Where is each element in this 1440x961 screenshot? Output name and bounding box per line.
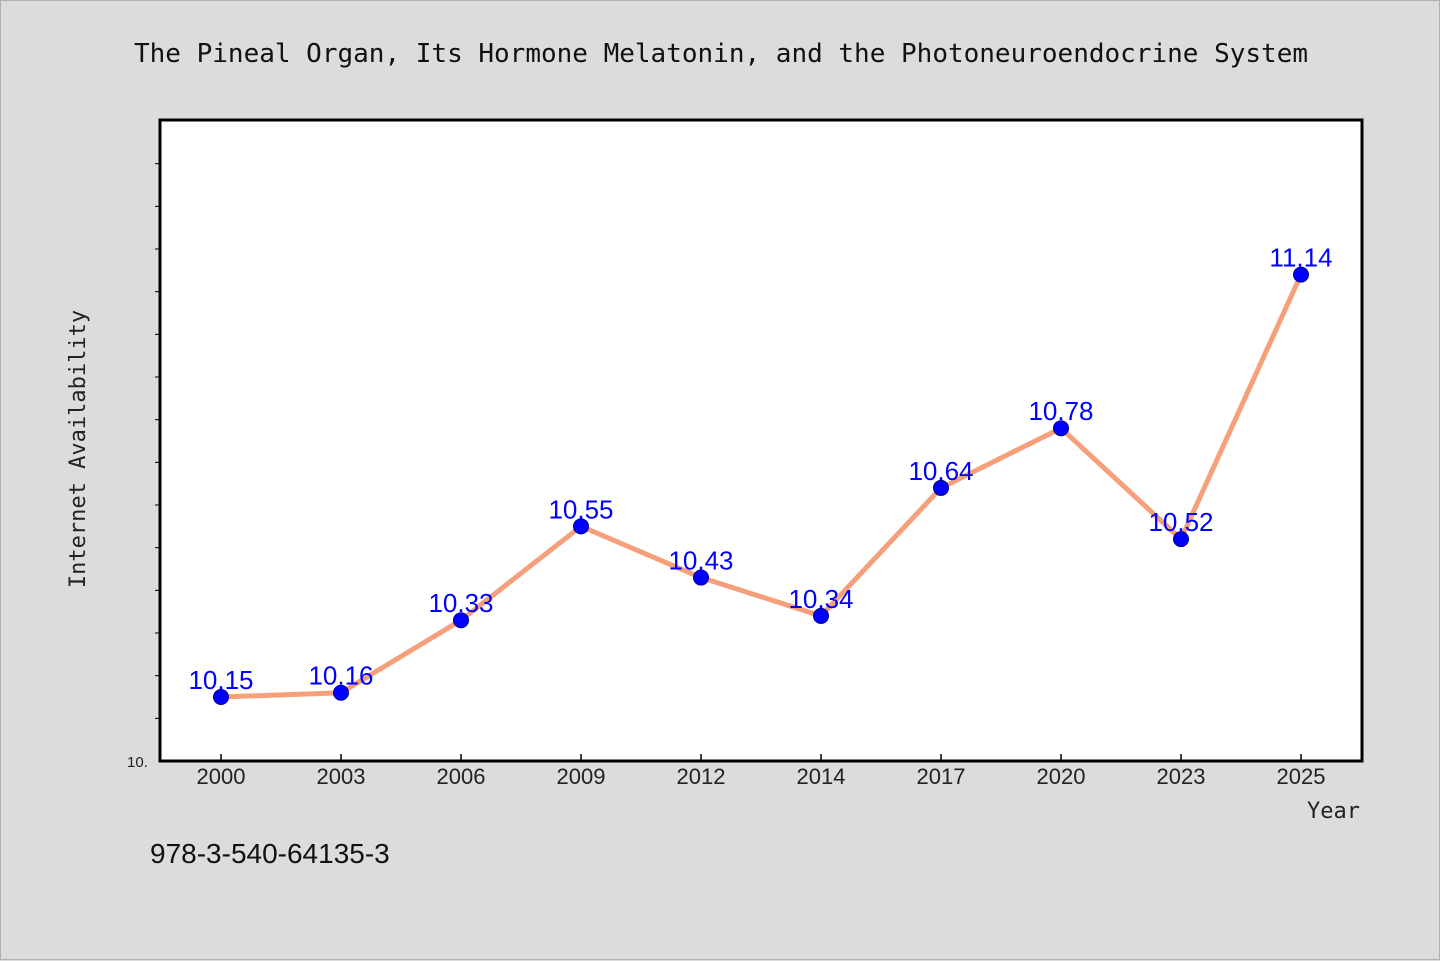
x-tick-label: 2012 <box>677 764 726 789</box>
y-axis-label: Internet Availability <box>66 310 91 588</box>
x-axis-label: Year <box>1307 799 1360 824</box>
x-tick-label: 2017 <box>917 764 966 789</box>
series-line <box>220 273 1304 700</box>
x-tick-label: 2009 <box>557 764 606 789</box>
x-tick-label: 2023 <box>1157 764 1206 789</box>
x-tick-label: 2000 <box>197 764 246 789</box>
y-tick-label: 10. <box>127 754 148 771</box>
plot-area <box>158 118 1364 763</box>
series-layer: 10.15 10.1610.3310.5510.4310.3410.6410.78… <box>188 243 1333 705</box>
data-point <box>213 689 229 705</box>
x-tick-label: 2014 <box>797 764 846 789</box>
data-point <box>1173 531 1189 548</box>
x-tick-label: 2020 <box>1037 764 1086 789</box>
data-point <box>1053 420 1069 437</box>
x-tick-label: 2006 <box>437 764 486 789</box>
data-point <box>693 569 709 586</box>
data-point <box>573 518 589 535</box>
data-point <box>813 607 829 624</box>
data-point <box>1293 266 1309 283</box>
isbn-text: 978-3-540-64135-3 <box>150 838 390 869</box>
data-point <box>453 612 469 629</box>
x-tick-label: 2025 <box>1277 764 1326 789</box>
chart-title: The Pineal Organ, Its Hormone Melatonin,… <box>134 39 1308 69</box>
data-point <box>933 479 949 496</box>
x-tick-label: 2003 <box>317 764 366 789</box>
y-axis-ticks <box>155 163 161 719</box>
x-axis-ticks: 2000 2003 2006 2009 2012 2014 2017 2020 2023 2025 <box>197 754 1326 789</box>
data-point <box>333 684 349 701</box>
